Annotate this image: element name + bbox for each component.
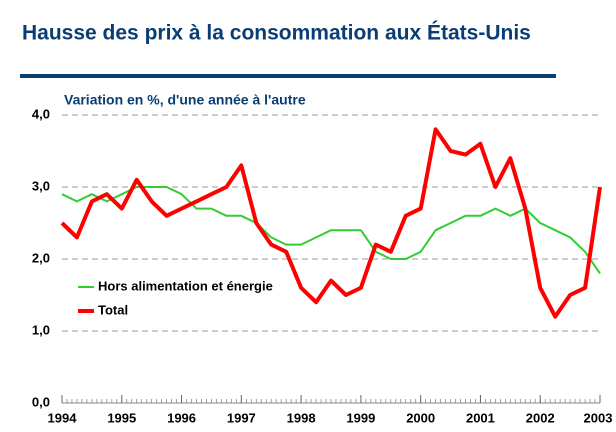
legend-label: Total xyxy=(98,302,128,317)
title-rule xyxy=(20,74,556,78)
x-tick-label: 1997 xyxy=(227,410,256,425)
y-tick-label: 2,0 xyxy=(32,250,50,265)
x-tick-label: 1999 xyxy=(346,410,375,425)
chart-subtitle: Variation en %, d'une année à l'autre xyxy=(64,92,306,108)
series-line xyxy=(60,127,602,319)
x-tick-label: 2001 xyxy=(466,410,495,425)
y-tick-label: 0,0 xyxy=(32,394,50,409)
legend-label: Hors alimentation et énergie xyxy=(98,278,273,293)
x-tick-label: 1996 xyxy=(167,410,196,425)
y-tick-label: 1,0 xyxy=(32,322,50,337)
x-tick-label: 2003 xyxy=(584,410,613,425)
x-tick-label: 2002 xyxy=(526,410,555,425)
x-tick-label: 1994 xyxy=(48,410,78,425)
y-tick-label: 3,0 xyxy=(32,178,50,193)
chart-title: Hausse des prix à la consommation aux Ét… xyxy=(22,22,531,45)
x-tick-label: 1995 xyxy=(107,410,136,425)
y-tick-label: 4,0 xyxy=(32,106,50,121)
series-line xyxy=(61,186,601,274)
x-tick-label: 2000 xyxy=(406,410,435,425)
x-tick-label: 1998 xyxy=(287,410,316,425)
